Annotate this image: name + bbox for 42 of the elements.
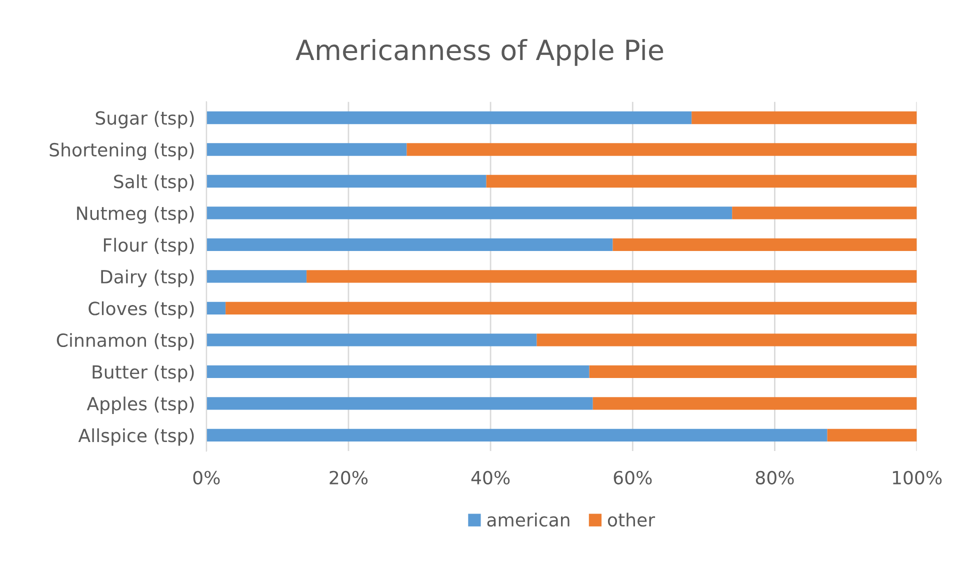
x-tick-label: 20% [330, 470, 368, 484]
bar [206, 334, 537, 346]
bar [206, 174, 486, 188]
bar [206, 206, 732, 220]
y-tick-label: Shortening (tsp) [50, 142, 194, 160]
x-tick-label: 60% [614, 470, 652, 484]
bar [592, 397, 917, 410]
legend-label: american [487, 512, 570, 527]
legend-label: other [608, 512, 656, 527]
y-tick-label: Salt (tsp) [114, 174, 194, 192]
bar [589, 365, 917, 378]
bar [827, 428, 917, 442]
y-tick-label: Cinnamon (tsp) [56, 333, 194, 351]
y-tick-label: Nutmeg (tsp) [77, 206, 194, 224]
bar [306, 270, 917, 283]
y-tick-label: Apples (tsp) [86, 396, 194, 414]
y-tick-label: Cloves (tsp) [88, 301, 194, 319]
bar [206, 238, 613, 252]
bar [226, 302, 917, 315]
x-tick-label: 0% [193, 470, 220, 484]
bar [486, 174, 917, 188]
bar [536, 334, 917, 346]
y-tick-label: Sugar (tsp) [96, 110, 194, 128]
x-tick-label: 40% [471, 470, 510, 484]
x-tick-label: 80% [756, 470, 794, 484]
y-tick-label: Allspice (tsp) [78, 428, 194, 446]
bar [612, 238, 917, 252]
y-tick-label: Butter (tsp) [92, 364, 194, 382]
bar [692, 111, 917, 124]
bar [406, 143, 917, 156]
bar [206, 302, 226, 315]
bar [206, 428, 828, 442]
bar [732, 206, 917, 220]
bar [206, 111, 692, 124]
bar [206, 143, 407, 156]
x-tick-label: 100% [892, 470, 942, 484]
bar [206, 365, 590, 378]
bar [206, 397, 593, 410]
y-tick-label: Dairy (tsp) [101, 270, 194, 288]
y-tick-label: Flour (tsp) [104, 238, 194, 256]
chart-title: Americanness of Apple Pie [296, 38, 664, 66]
bar [206, 270, 307, 283]
